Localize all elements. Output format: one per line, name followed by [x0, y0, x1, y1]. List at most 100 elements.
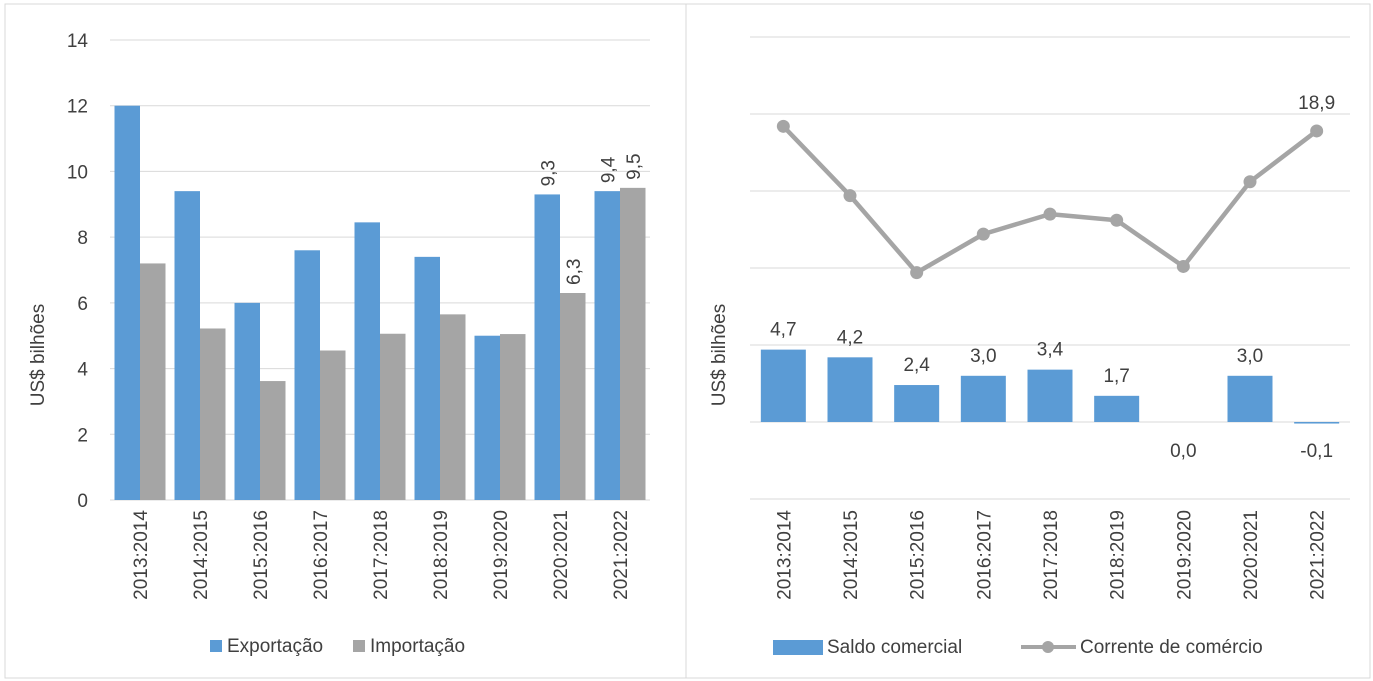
- x-tick-label: 2015:2016: [908, 510, 929, 600]
- left-x-tick-labels: 2013:2014 2014:2015 2015:2016 2016:2017 2017…: [131, 510, 632, 600]
- x-tick-label: 2014:2015: [841, 510, 862, 600]
- bar-importacao: [560, 293, 586, 500]
- data-label: 6,3: [564, 259, 585, 285]
- trade-flows-chart: 0 2 4 6 8 10 12 14 9,3 6,3 9,4 9,5 2013:2014 2014:2…: [28, 31, 650, 657]
- right-x-tick-labels: 2013:2014 2014:2015 2015:2016 2016:2017 2017…: [774, 510, 1328, 600]
- bar-saldo-comercial: [1027, 369, 1073, 422]
- right-line: [776, 119, 1324, 280]
- legend-swatch-corrente-marker: [1042, 641, 1054, 653]
- x-tick-label: 2018:2019: [431, 510, 452, 600]
- bar-importacao: [320, 350, 346, 500]
- y-tick-label: 14: [67, 31, 89, 52]
- data-label: 9,5: [624, 153, 645, 179]
- legend-label-exportacao: Exportação: [227, 636, 323, 657]
- bar-saldo-comercial: [1294, 422, 1340, 424]
- data-label: 1,7: [1103, 366, 1129, 387]
- x-tick-label: 2016:2017: [974, 510, 995, 600]
- left-data-labels: 9,3 6,3 9,4 9,5: [538, 153, 645, 285]
- legend-label-saldo: Saldo comercial: [827, 637, 962, 658]
- marker-corrente-de-comercio: [910, 266, 924, 280]
- right-gridlines: [750, 36, 1350, 500]
- data-label: 3,4: [1037, 340, 1064, 361]
- bar-exportacao: [174, 191, 200, 500]
- x-tick-label: 2015:2016: [251, 510, 272, 600]
- bar-exportacao: [414, 256, 440, 500]
- legend-label-corrente: Corrente de comércio: [1080, 637, 1263, 658]
- y-tick-label: 4: [77, 360, 88, 381]
- x-tick-label: 2014:2015: [191, 510, 212, 600]
- right-y-axis-label: US$ bilhões: [709, 304, 730, 406]
- data-label: 18,9: [1298, 93, 1335, 114]
- figure-border: [4, 3, 1371, 679]
- bar-importacao: [620, 187, 646, 500]
- x-tick-label: 2020:2021: [1241, 510, 1262, 600]
- bar-saldo-comercial: [960, 375, 1006, 422]
- data-label: -0,1: [1300, 441, 1333, 462]
- bar-exportacao: [474, 335, 500, 500]
- left-y-axis-label: US$ bilhões: [28, 304, 49, 406]
- bar-importacao: [200, 328, 226, 500]
- left-y-tick-labels: 0 2 4 6 8 10 12 14: [67, 31, 89, 512]
- data-label: 4,7: [770, 320, 796, 341]
- x-tick-label: 2013:2014: [131, 510, 152, 600]
- bar-exportacao: [234, 302, 260, 500]
- legend-label-importacao: Importação: [370, 636, 465, 657]
- bar-saldo-comercial: [1094, 395, 1140, 422]
- line-corrente-de-comercio: [781, 124, 1319, 275]
- bar-importacao: [500, 334, 526, 500]
- data-label: 9,3: [538, 160, 559, 186]
- data-label: 4,2: [837, 327, 863, 348]
- bar-exportacao: [594, 191, 620, 500]
- x-tick-label: 2017:2018: [1041, 510, 1062, 600]
- marker-corrente-de-comercio: [1176, 259, 1190, 273]
- y-tick-label: 12: [67, 97, 88, 118]
- x-tick-label: 2013:2014: [774, 510, 795, 600]
- bar-exportacao: [114, 105, 140, 500]
- y-tick-label: 10: [67, 162, 88, 183]
- x-tick-label: 2016:2017: [311, 510, 332, 600]
- x-tick-label: 2019:2020: [491, 510, 512, 600]
- data-label: 0,0: [1170, 441, 1196, 462]
- marker-corrente-de-comercio: [1243, 175, 1257, 189]
- bar-saldo-comercial: [827, 357, 873, 422]
- bar-exportacao: [534, 194, 560, 500]
- bar-importacao: [140, 263, 166, 500]
- y-tick-label: 6: [77, 294, 88, 315]
- marker-corrente-de-comercio: [1110, 213, 1124, 227]
- bar-saldo-comercial: [894, 385, 940, 422]
- marker-corrente-de-comercio: [1043, 207, 1057, 221]
- marker-corrente-de-comercio: [1310, 124, 1324, 138]
- data-label: 3,0: [1237, 346, 1263, 367]
- legend-swatch-saldo: [773, 640, 823, 655]
- trade-balance-chart: 4,7 4,2 2,4 3,0 3,4 1,7 0,0 3,0 -0,1 18,9 2013:20…: [709, 36, 1350, 658]
- left-legend: Exportação Importação: [210, 636, 465, 657]
- marker-corrente-de-comercio: [776, 119, 790, 133]
- bar-exportacao: [354, 222, 380, 500]
- x-tick-label: 2021:2022: [1308, 510, 1329, 600]
- x-tick-label: 2017:2018: [371, 510, 392, 600]
- bar-saldo-comercial: [760, 349, 806, 422]
- data-label: 2,4: [903, 355, 930, 376]
- x-tick-label: 2021:2022: [611, 510, 632, 600]
- bar-importacao: [380, 333, 406, 500]
- x-tick-label: 2018:2019: [1108, 510, 1129, 600]
- right-bars: [760, 349, 1340, 424]
- right-legend: Saldo comercial Corrente de comércio: [773, 637, 1263, 658]
- legend-swatch-exportacao: [210, 640, 222, 652]
- legend-swatch-importacao: [353, 640, 365, 652]
- bar-saldo-comercial: [1227, 375, 1273, 422]
- right-data-labels: 4,7 4,2 2,4 3,0 3,4 1,7 0,0 3,0 -0,1 18,9: [770, 93, 1335, 462]
- data-label: 9,4: [598, 156, 619, 183]
- left-bars: [114, 105, 646, 500]
- x-tick-label: 2020:2021: [551, 510, 572, 600]
- bar-importacao: [260, 381, 286, 500]
- y-tick-label: 2: [77, 425, 88, 446]
- marker-corrente-de-comercio: [976, 227, 990, 241]
- bar-importacao: [440, 314, 466, 500]
- marker-corrente-de-comercio: [843, 189, 857, 203]
- data-label: 3,0: [970, 346, 996, 367]
- y-tick-label: 0: [77, 491, 88, 512]
- x-tick-label: 2019:2020: [1174, 510, 1195, 600]
